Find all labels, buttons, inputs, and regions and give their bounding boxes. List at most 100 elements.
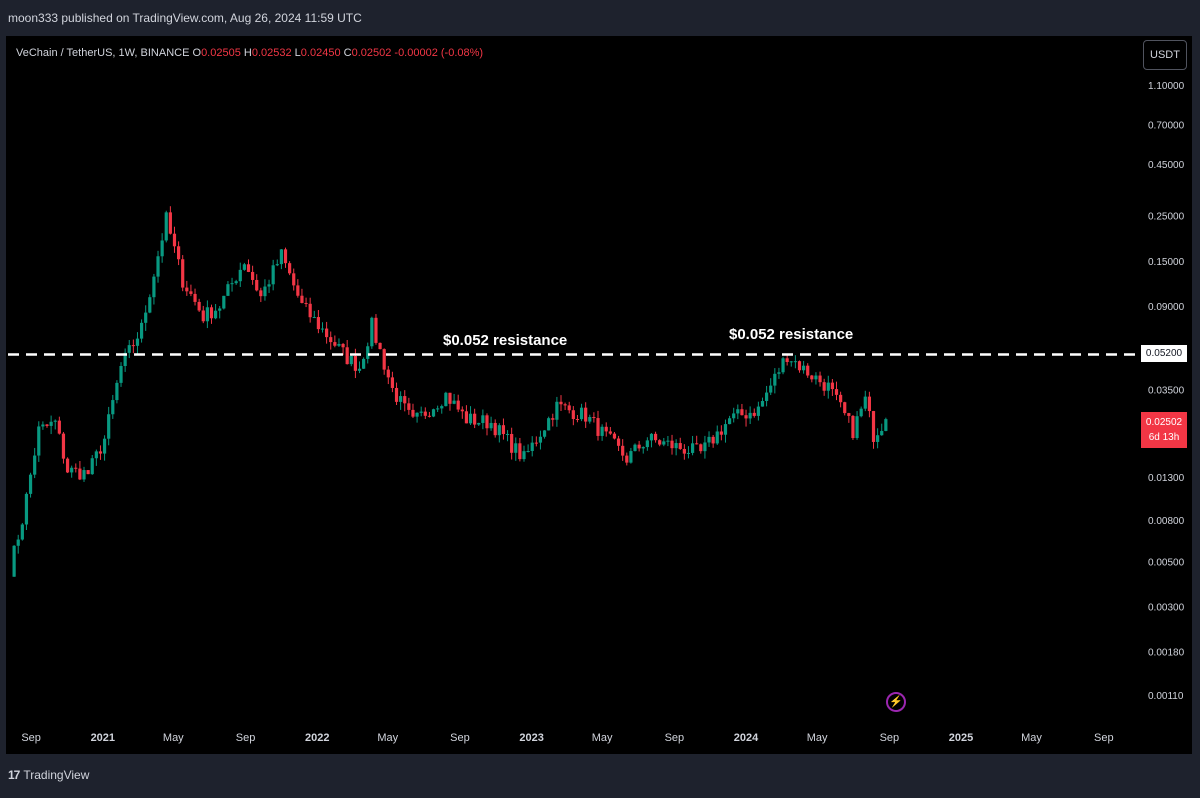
chart-area[interactable] <box>6 36 1192 754</box>
candle-body <box>752 412 756 416</box>
candle-body <box>826 382 830 391</box>
time-tick-label: May <box>377 732 398 744</box>
candle-body <box>501 425 506 435</box>
candle-body <box>283 249 288 264</box>
candle-body <box>209 307 214 319</box>
candle-body <box>12 545 16 577</box>
candle-body <box>592 417 596 419</box>
time-tick-label: May <box>163 732 184 744</box>
candle-body <box>242 264 246 270</box>
candle-body <box>316 317 320 330</box>
low-label: L <box>294 47 301 59</box>
candle-body <box>86 470 90 475</box>
published-by-line: moon333 published on TradingView.com, Au… <box>8 11 362 25</box>
candle-body <box>633 444 637 452</box>
candle-body <box>748 412 752 419</box>
candle-body <box>690 443 695 453</box>
candle-body <box>419 411 423 413</box>
candle-body <box>851 415 855 439</box>
candle-body <box>756 406 760 416</box>
candle-body <box>329 337 333 343</box>
candle-body <box>341 343 345 348</box>
candle-body <box>144 312 148 323</box>
candle-body <box>703 442 707 452</box>
candle-body <box>764 392 769 402</box>
candle-body <box>390 377 395 388</box>
candle-body <box>637 444 641 449</box>
candle-body <box>769 385 773 393</box>
candle-body <box>834 389 839 395</box>
candle-body <box>213 310 218 319</box>
candle-body <box>82 470 86 480</box>
candle-body <box>571 410 575 420</box>
time-tick-label: Sep <box>665 732 685 744</box>
candle-body <box>785 358 789 362</box>
open-value: 0.02505 <box>201 47 241 59</box>
candle-body <box>164 212 168 241</box>
time-axis: Sep 2021 May Sep 2022 May Sep 2023 May Sep 2024 May… <box>21 732 1113 744</box>
candle-body <box>658 440 662 445</box>
price-tick-label: 0.45000 <box>1148 160 1185 171</box>
candle-body <box>61 433 66 459</box>
candle-body <box>292 273 296 286</box>
time-tick-label: May <box>807 732 828 744</box>
candle-body <box>863 396 867 409</box>
candle-body <box>226 284 230 296</box>
time-tick-label: Sep <box>236 732 256 744</box>
candle-body <box>781 358 785 373</box>
candle-body <box>797 361 802 371</box>
candle-body <box>172 233 177 247</box>
candle-body <box>57 420 61 434</box>
candle-body <box>625 455 629 463</box>
candle-body <box>148 297 152 313</box>
candle-body <box>115 382 119 401</box>
close-label: C <box>343 47 352 59</box>
candle-body <box>70 467 74 473</box>
change-value: -0.00002 (-0.08%) <box>394 47 484 59</box>
time-tick-label: Sep <box>21 732 41 744</box>
candle-body <box>760 401 765 407</box>
candle-body <box>20 524 24 540</box>
candle-body <box>205 307 209 322</box>
candle-body <box>74 467 78 469</box>
candle-body <box>246 264 251 272</box>
candle-body <box>538 436 543 443</box>
candle-body <box>867 396 871 412</box>
candle-body <box>473 413 477 425</box>
candle-body <box>41 424 45 427</box>
price-axis: 1.10000 0.70000 0.45000 0.25000 0.15000 0.090… <box>1148 81 1185 702</box>
last-price-tag: 0.02502 6d 13h <box>1141 412 1187 448</box>
candle-body <box>497 425 501 436</box>
candle-body <box>378 342 382 350</box>
candle-body <box>859 408 863 417</box>
time-tick-label: 2021 <box>91 732 115 744</box>
candle-body <box>135 338 140 346</box>
candle-body <box>308 303 312 318</box>
tradingview-logo[interactable]: 17 TradingView <box>8 768 89 782</box>
candle-body <box>386 369 390 378</box>
candle-body <box>518 443 522 460</box>
candle-body <box>822 382 826 391</box>
candle-body <box>407 403 411 410</box>
candle-body <box>736 409 740 414</box>
currency-button[interactable]: USDT <box>1143 40 1187 70</box>
candles <box>12 206 888 577</box>
candle-body <box>152 276 156 298</box>
candle-body <box>839 394 843 403</box>
candle-body <box>263 286 267 297</box>
candle-body <box>111 400 115 415</box>
candle-body <box>522 451 526 460</box>
flash-icon[interactable]: ⚡ <box>886 692 906 712</box>
candle-body <box>353 355 358 371</box>
time-tick-label: Sep <box>450 732 470 744</box>
candle-body <box>362 358 366 369</box>
candle-body <box>98 451 103 454</box>
candle-body <box>102 438 107 454</box>
candle-body <box>567 405 571 411</box>
candle-body <box>596 418 600 436</box>
candle-body <box>349 355 353 365</box>
symbol-info: VeChain / TetherUS, 1W, BINANCE O0.02505… <box>16 47 483 59</box>
price-tick-label: 0.25000 <box>1148 212 1185 223</box>
time-tick-label: 2024 <box>734 732 759 744</box>
